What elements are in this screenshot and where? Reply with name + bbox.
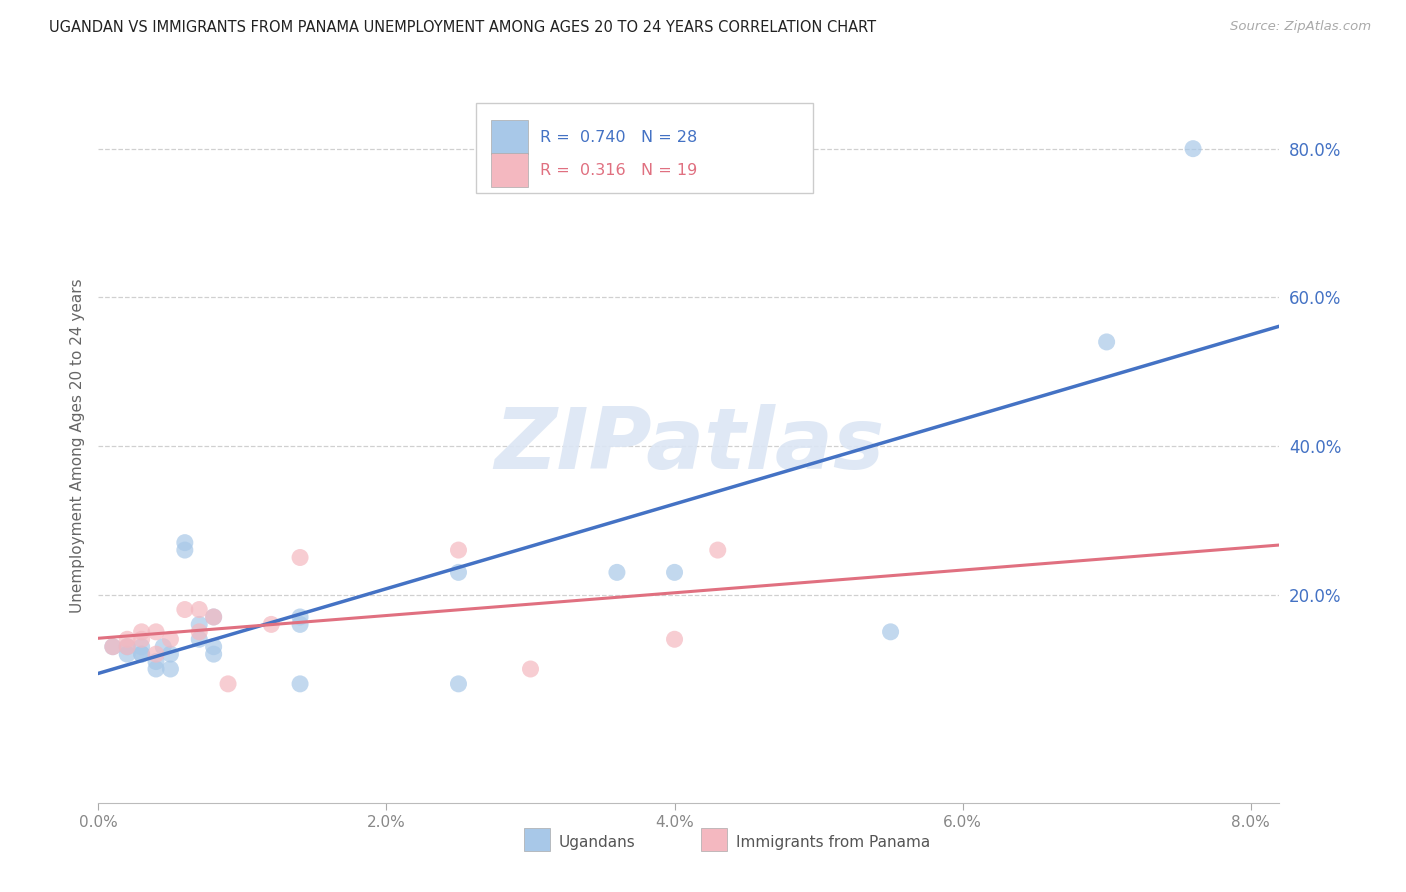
Text: Ugandans: Ugandans <box>560 835 636 849</box>
FancyBboxPatch shape <box>491 153 529 187</box>
Text: R =  0.316   N = 19: R = 0.316 N = 19 <box>540 163 697 178</box>
Point <box>202 610 225 624</box>
Point <box>115 647 138 661</box>
Point <box>188 602 211 616</box>
Point <box>288 610 311 624</box>
Point <box>1095 334 1118 349</box>
Point <box>145 647 167 661</box>
Point <box>131 640 153 654</box>
Point <box>173 602 195 616</box>
Point <box>159 647 181 661</box>
Point <box>152 640 174 654</box>
Point <box>145 662 167 676</box>
Point <box>217 677 239 691</box>
Point <box>101 640 124 654</box>
Point <box>173 543 195 558</box>
Point <box>131 632 153 647</box>
Point <box>131 624 153 639</box>
Point <box>606 566 628 580</box>
Text: Immigrants from Panama: Immigrants from Panama <box>737 835 931 849</box>
FancyBboxPatch shape <box>523 829 550 851</box>
Point <box>288 550 311 565</box>
Point <box>159 632 181 647</box>
FancyBboxPatch shape <box>700 829 727 851</box>
Point <box>879 624 901 639</box>
Point <box>260 617 283 632</box>
Text: Source: ZipAtlas.com: Source: ZipAtlas.com <box>1230 20 1371 33</box>
FancyBboxPatch shape <box>491 120 529 154</box>
Point <box>131 647 153 661</box>
Point <box>202 610 225 624</box>
Text: R =  0.740   N = 28: R = 0.740 N = 28 <box>540 130 697 145</box>
Point <box>202 647 225 661</box>
Y-axis label: Unemployment Among Ages 20 to 24 years: Unemployment Among Ages 20 to 24 years <box>69 278 84 614</box>
Point <box>447 543 470 558</box>
Point <box>288 677 311 691</box>
Point <box>288 617 311 632</box>
Point <box>664 632 686 647</box>
Text: ZIPatlas: ZIPatlas <box>494 404 884 488</box>
Point <box>664 566 686 580</box>
Point <box>202 640 225 654</box>
Point <box>159 662 181 676</box>
Point <box>173 535 195 549</box>
Point <box>188 624 211 639</box>
Point <box>115 632 138 647</box>
Text: UGANDAN VS IMMIGRANTS FROM PANAMA UNEMPLOYMENT AMONG AGES 20 TO 24 YEARS CORRELA: UGANDAN VS IMMIGRANTS FROM PANAMA UNEMPL… <box>49 20 876 35</box>
Point <box>101 640 124 654</box>
Point <box>519 662 541 676</box>
Point <box>447 677 470 691</box>
Point <box>115 640 138 654</box>
Point <box>115 640 138 654</box>
Point <box>145 624 167 639</box>
FancyBboxPatch shape <box>477 103 813 193</box>
Point <box>131 647 153 661</box>
Point <box>706 543 728 558</box>
Point <box>1182 142 1205 156</box>
Point <box>188 617 211 632</box>
Point <box>447 566 470 580</box>
Point <box>188 632 211 647</box>
Point <box>145 655 167 669</box>
